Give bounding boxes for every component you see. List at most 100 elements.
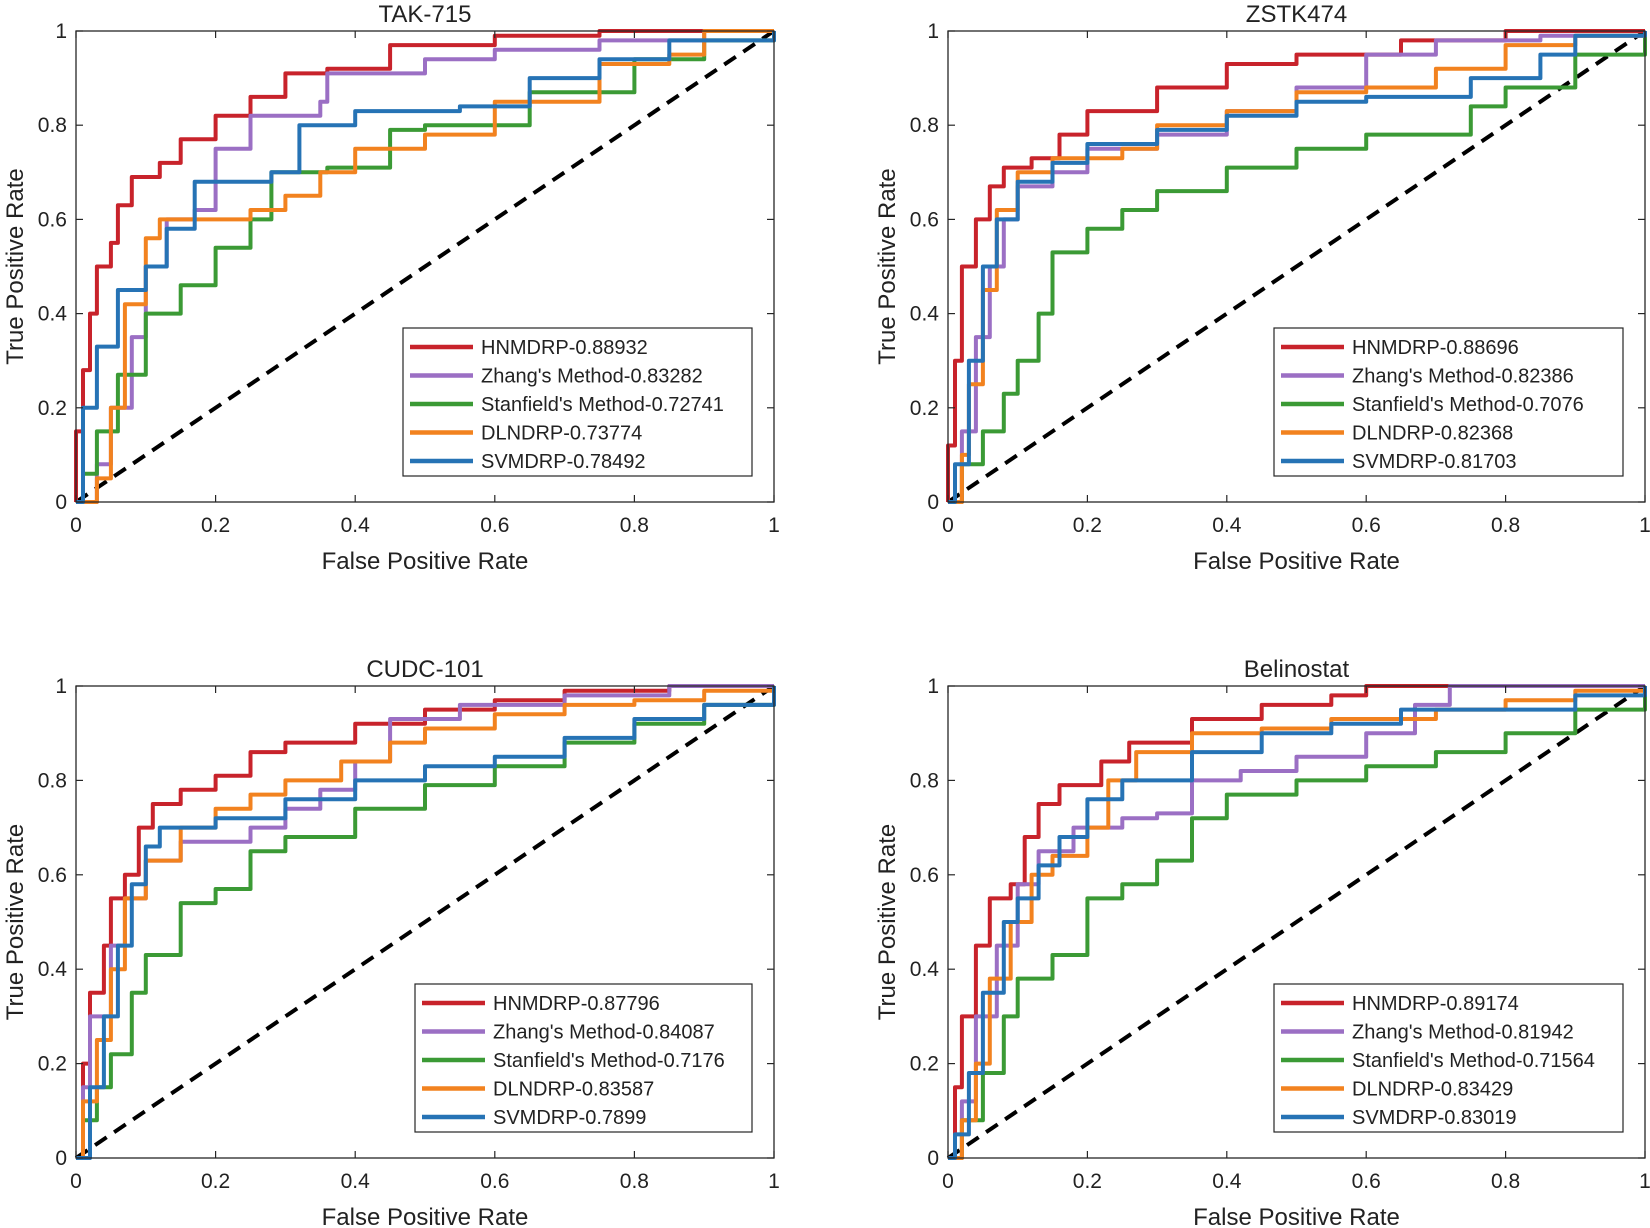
- axes-box: [947, 30, 1646, 503]
- x-tick-label: 0.6: [1352, 514, 1381, 537]
- legend-label-stanfield: Stanfield's Method-0.7176: [493, 1050, 725, 1072]
- y-tick-label: 0.4: [38, 958, 68, 981]
- roc-curve-stanfield: [948, 686, 1647, 1160]
- y-tick-label: 1: [927, 20, 939, 43]
- legend-label-zhang: Zhang's Method-0.82386: [1352, 366, 1574, 388]
- x-tick-label: 0.6: [480, 514, 509, 537]
- axes-box: [75, 30, 775, 503]
- legend-label-svmdrp: SVMDRP-0.7899: [493, 1107, 646, 1129]
- roc-curve-svmdrp: [76, 686, 776, 1160]
- x-tick-label: 0: [942, 514, 954, 537]
- x-tick-label: 0.2: [1073, 514, 1102, 537]
- x-tick-label: 0.4: [341, 1170, 371, 1193]
- y-tick-label: 0.4: [910, 958, 940, 981]
- x-axis-label: False Positive Rate: [322, 1204, 529, 1228]
- diagonal-reference-line: [946, 684, 1647, 1160]
- y-tick-label: 0.2: [38, 397, 67, 420]
- roc-panel: 00 0.2 0.2 0.4 0.4 0.6 0.6 0.8 0.8 1 1 Belinostat Fa…: [874, 656, 1650, 1228]
- axes-box: [75, 685, 775, 1159]
- chart-title: ZSTK474: [1246, 1, 1347, 28]
- legend-label-zhang: Zhang's Method-0.81942: [1352, 1022, 1574, 1044]
- legend-label-dlndrp: DLNDRP-0.83587: [493, 1079, 654, 1101]
- y-tick-label: 0: [55, 1147, 67, 1170]
- y-tick-label: 0.2: [910, 397, 939, 420]
- y-tick-label: 0.8: [910, 769, 939, 792]
- roc-curve-stanfield: [76, 31, 776, 504]
- x-tick-label: 0.6: [1352, 1170, 1381, 1193]
- x-tick-label: 0.8: [620, 1170, 649, 1193]
- y-tick-label: 1: [55, 675, 67, 698]
- roc-curve-svmdrp: [948, 31, 1647, 504]
- roc-panel: 00 0.2 0.2 0.4 0.4 0.6 0.6 0.8 0.8 1 1 TAK-715 False…: [2, 1, 780, 575]
- legend-label-zhang: Zhang's Method-0.84087: [493, 1022, 715, 1044]
- x-tick-label: 1: [1639, 1170, 1650, 1193]
- y-tick-label: 1: [927, 675, 939, 698]
- x-axis-label: False Positive Rate: [1193, 548, 1400, 575]
- legend-label-dlndrp: DLNDRP-0.82368: [1352, 423, 1513, 445]
- y-tick-label: 0.4: [910, 303, 940, 326]
- legend-label-dlndrp: DLNDRP-0.83429: [1352, 1079, 1513, 1101]
- x-tick-label: 0: [70, 514, 82, 537]
- legend-label-svmdrp: SVMDRP-0.78492: [481, 451, 646, 473]
- x-tick-label: 0.6: [480, 1170, 509, 1193]
- x-tick-label: 0.4: [1212, 514, 1242, 537]
- roc-curve-dlndrp: [76, 29, 774, 504]
- roc-curve-svmdrp: [76, 31, 776, 504]
- y-tick-label: 1: [55, 20, 67, 43]
- x-tick-label: 0: [70, 1170, 82, 1193]
- roc-curve-hnmdrp: [948, 684, 1645, 1160]
- legend-label-svmdrp: SVMDRP-0.81703: [1352, 451, 1517, 473]
- y-tick-label: 0.2: [38, 1053, 67, 1076]
- roc-panel: 00 0.2 0.2 0.4 0.4 0.6 0.6 0.8 0.8 1 1 ZSTK474 False…: [874, 1, 1650, 575]
- roc-curve-hnmdrp: [74, 29, 774, 502]
- roc-curve-dlndrp: [76, 686, 776, 1160]
- y-axis-label: True Positive Rate: [874, 168, 901, 365]
- x-tick-label: 1: [1639, 514, 1650, 537]
- roc-curve-zhang: [76, 29, 774, 504]
- legend-label-svmdrp: SVMDRP-0.83019: [1352, 1107, 1517, 1129]
- diagonal-reference-line: [74, 684, 776, 1160]
- legend-label-dlndrp: DLNDRP-0.73774: [481, 423, 642, 445]
- roc-curve-zhang: [948, 684, 1645, 1160]
- x-tick-label: 0.4: [341, 514, 371, 537]
- y-tick-label: 0.6: [910, 864, 939, 887]
- y-axis-label: True Positive Rate: [2, 168, 29, 365]
- x-tick-label: 0.8: [1491, 514, 1520, 537]
- legend-label-hnmdrp: HNMDRP-0.88696: [1352, 337, 1519, 359]
- y-tick-label: 0: [55, 491, 67, 514]
- chart-title: CUDC-101: [366, 656, 483, 683]
- chart-title: TAK-715: [379, 1, 472, 28]
- y-tick-label: 0.6: [38, 864, 67, 887]
- x-tick-label: 0.2: [201, 514, 230, 537]
- y-tick-label: 0.2: [910, 1053, 939, 1076]
- legend-label-hnmdrp: HNMDRP-0.87796: [493, 993, 660, 1015]
- legend-label-stanfield: Stanfield's Method-0.7076: [1352, 394, 1584, 416]
- y-tick-label: 0: [927, 1147, 939, 1170]
- x-tick-label: 0.2: [201, 1170, 230, 1193]
- y-tick-label: 0.8: [910, 114, 939, 137]
- axes-box: [947, 685, 1646, 1159]
- legend-label-hnmdrp: HNMDRP-0.88932: [481, 337, 648, 359]
- x-tick-label: 1: [768, 514, 780, 537]
- diagonal-reference-line: [74, 29, 776, 504]
- x-tick-label: 0.8: [620, 514, 649, 537]
- legend: HNMDRP-0.89174 Zhang's Method-0.81942 Stan…: [1273, 983, 1624, 1133]
- legend-label-stanfield: Stanfield's Method-0.71564: [1352, 1050, 1595, 1072]
- y-tick-label: 0.6: [38, 208, 67, 231]
- chart-title: Belinostat: [1244, 656, 1350, 683]
- y-tick-label: 0.6: [910, 208, 939, 231]
- legend: HNMDRP-0.88932 Zhang's Method-0.83282 Stan…: [402, 327, 753, 477]
- x-tick-label: 0.8: [1491, 1170, 1520, 1193]
- x-axis-label: False Positive Rate: [322, 548, 529, 575]
- y-tick-label: 0.4: [38, 303, 68, 326]
- roc-curve-dlndrp: [948, 31, 1647, 504]
- roc-curve-stanfield: [76, 686, 776, 1160]
- legend-label-hnmdrp: HNMDRP-0.89174: [1352, 993, 1519, 1015]
- roc-panel: 00 0.2 0.2 0.4 0.4 0.6 0.6 0.8 0.8 1 1 CUDC-101 Fals…: [2, 656, 780, 1228]
- x-tick-label: 0: [942, 1170, 954, 1193]
- legend-label-stanfield: Stanfield's Method-0.72741: [481, 394, 724, 416]
- y-axis-label: True Positive Rate: [874, 824, 901, 1021]
- legend: HNMDRP-0.87796 Zhang's Method-0.84087 Stan…: [414, 983, 753, 1133]
- y-tick-label: 0.8: [38, 769, 67, 792]
